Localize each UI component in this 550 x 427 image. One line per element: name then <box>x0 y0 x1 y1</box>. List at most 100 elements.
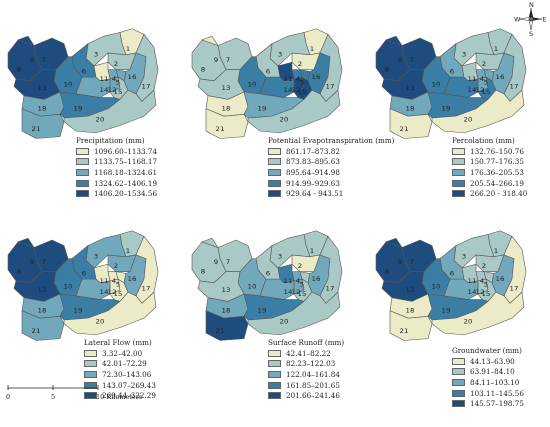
legend-label: 150.77–176.35 <box>470 157 524 167</box>
scale-bar: 0 5 10 Kilometers <box>6 385 142 401</box>
subbasin-label-12: 12 <box>476 288 485 296</box>
subbasin-label-15: 15 <box>114 88 123 96</box>
subbasin-9 <box>17 35 35 47</box>
subbasin-label-1: 1 <box>310 247 314 255</box>
subbasin-label-5: 5 <box>484 79 488 87</box>
legend-item: 1096.60–1133.74 <box>76 146 157 157</box>
legend-swatch <box>84 349 97 357</box>
subbasin-label-20: 20 <box>464 116 473 124</box>
subbasin-13 <box>197 271 245 302</box>
subbasin-label-17: 17 <box>326 284 335 292</box>
subbasin-label-6: 6 <box>266 68 270 76</box>
subbasin-9 <box>385 35 403 47</box>
subbasin-label-18: 18 <box>406 105 415 113</box>
legend-item: 42.01–72.29 <box>84 359 156 370</box>
legend-item: 873.83–895.63 <box>268 157 394 168</box>
legend-label: 1133.75–1168.17 <box>94 157 158 167</box>
legend-item: 132.76–150.76 <box>452 146 527 157</box>
legend-label: 201.66–241.46 <box>286 391 340 401</box>
subbasin-label-4: 4 <box>112 75 116 83</box>
subbasin-label-12: 12 <box>292 86 301 94</box>
scale-tick-0: 0 <box>6 393 10 401</box>
subbasin-label-7: 7 <box>226 56 230 64</box>
subbasin-label-9: 9 <box>398 258 402 266</box>
subbasin-label-11: 11 <box>284 277 293 285</box>
legend-item: 161.85–201.65 <box>268 380 344 391</box>
pet-legend: Potential Evapotranspiration (mm) 861.17… <box>268 136 394 199</box>
subbasin-label-5: 5 <box>116 79 120 87</box>
subbasin-label-21: 21 <box>32 125 41 133</box>
legend-label: 929.64 - 943.51 <box>286 189 344 199</box>
legend-label: 3.32–42.00 <box>102 348 143 358</box>
legend-title: Potential Evapotranspiration (mm) <box>268 136 395 145</box>
subbasin-label-1: 1 <box>494 45 498 53</box>
legend-label: 72.30–143.06 <box>102 369 152 379</box>
scale-tick-10: 10 Kilometers <box>96 393 142 401</box>
legend-label: 132.76–150.76 <box>470 146 524 156</box>
legend-swatch <box>76 147 89 155</box>
legend-swatch <box>452 357 465 365</box>
legend-swatch <box>452 400 465 408</box>
subbasin-label-9: 9 <box>30 56 34 64</box>
subbasin-label-13: 13 <box>38 286 47 294</box>
legend-label: 122.04–161.84 <box>286 369 340 379</box>
subbasin-label-19: 19 <box>74 307 83 315</box>
subbasin-label-1: 1 <box>310 45 314 53</box>
subbasin-label-19: 19 <box>258 307 267 315</box>
legend-item: 201.66–241.46 <box>268 390 344 401</box>
subbasin-label-9: 9 <box>214 56 218 64</box>
subbasin-label-2: 2 <box>482 60 486 68</box>
subbasin-label-20: 20 <box>96 318 105 326</box>
legend-swatch <box>268 168 281 176</box>
subbasin-label-7: 7 <box>226 258 230 266</box>
subbasin-label-16: 16 <box>128 73 137 81</box>
subbasin-label-6: 6 <box>82 68 86 76</box>
subbasin-13 <box>381 69 429 100</box>
percolation-legend: Percolation (mm) 132.76–150.76 150.77–176… <box>452 136 527 199</box>
subbasin-9 <box>385 237 403 249</box>
legend-label: 1406.20–1534.56 <box>94 189 158 199</box>
subbasin-label-13: 13 <box>222 286 231 294</box>
legend-label: 42.41–82.22 <box>286 348 331 358</box>
legend-item: 929.64 - 943.51 <box>268 188 394 199</box>
subbasin-21 <box>389 108 433 139</box>
subbasin-21 <box>205 310 249 341</box>
subbasin-label-11: 11 <box>284 75 293 83</box>
legend-label: 914.99–929.63 <box>286 178 340 188</box>
subbasin-label-18: 18 <box>38 307 47 315</box>
subbasin-label-10: 10 <box>248 283 257 291</box>
subbasin-label-21: 21 <box>400 327 409 335</box>
subbasin-label-1: 1 <box>494 247 498 255</box>
legend-label: 1324.62–1406.19 <box>94 178 158 188</box>
subbasin-label-5: 5 <box>484 281 488 289</box>
legend-label: 84.11–103.10 <box>470 377 520 387</box>
subbasin-label-9: 9 <box>214 258 218 266</box>
subbasin-label-10: 10 <box>64 81 73 89</box>
legend-item: 269.44–322.29 <box>84 390 156 401</box>
legend-label: 205.54–266.19 <box>470 178 524 188</box>
subbasin-label-5: 5 <box>300 281 304 289</box>
subbasin-9 <box>201 237 219 249</box>
legend-item: 895.64–914.98 <box>268 167 394 178</box>
lateral-flow-legend: Lateral Flow (mm) 3.32–42.00 42.01–72.29 7… <box>84 338 156 401</box>
legend-label: 266.20 - 318.40 <box>470 189 528 199</box>
subbasin-label-4: 4 <box>296 277 300 285</box>
legend-item: 176.36–205.53 <box>452 167 527 178</box>
subbasin-label-8: 8 <box>17 66 21 74</box>
subbasin-label-15: 15 <box>298 290 307 298</box>
subbasin-label-11: 11 <box>100 277 109 285</box>
percolation-map: 1 2 3 4 5 6 7 8 9 10 11 12 13 14 15 16 17 18 19 20 21 Percol… <box>368 12 548 212</box>
legend-item: 44.13–63.90 <box>452 356 524 367</box>
subbasin-label-12: 12 <box>108 86 117 94</box>
subbasin-label-18: 18 <box>222 307 231 315</box>
legend-item: 122.04–161.84 <box>268 369 344 380</box>
legend-title: Precipitation (mm) <box>76 136 145 145</box>
subbasin-label-1: 1 <box>126 45 130 53</box>
legend-item: 63.91–84.10 <box>452 367 524 378</box>
subbasin-label-7: 7 <box>42 56 46 64</box>
subbasin-label-3: 3 <box>278 51 282 59</box>
